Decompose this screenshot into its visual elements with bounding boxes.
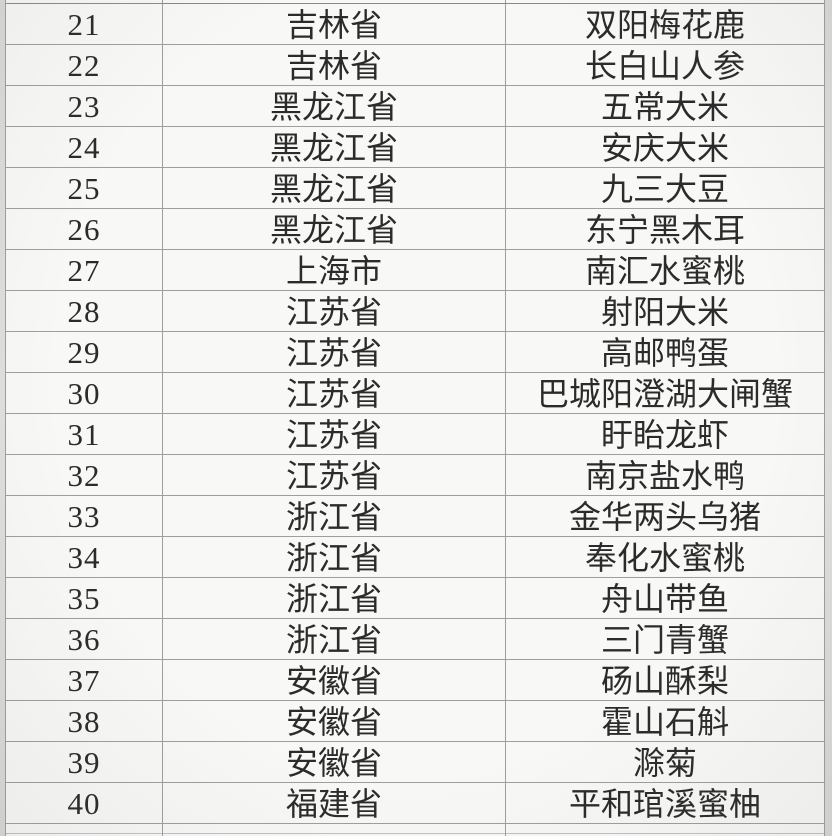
rank-cell: 27: [6, 250, 163, 290]
province-cell: 江苏省: [163, 414, 506, 454]
specialty-table: 21 吉林省 双阳梅花鹿 22 吉林省 长白山人参 23 黑龙江省 五常大米: [5, 0, 825, 836]
rank-cell: 32: [6, 455, 163, 495]
province-cell: 江苏省: [163, 373, 506, 413]
province-cell: 福建省: [163, 783, 506, 823]
rank-cell: 35: [6, 578, 163, 618]
table-row: 31 江苏省 盱眙龙虾: [6, 414, 824, 455]
rank-cell: 21: [6, 4, 163, 44]
table-row: 39 安徽省 滁菊: [6, 742, 824, 783]
table-row: 23 黑龙江省 五常大米: [6, 86, 824, 127]
partial-cell: [6, 0, 163, 3]
table-row: 34 浙江省 奉化水蜜桃: [6, 537, 824, 578]
table-row: 29 江苏省 高邮鸭蛋: [6, 332, 824, 373]
table-row: 26 黑龙江省 东宁黑木耳: [6, 209, 824, 250]
partial-row-bottom: [6, 824, 824, 836]
table-row: 30 江苏省 巴城阳澄湖大闸蟹: [6, 373, 824, 414]
province-cell: 黑龙江省: [163, 86, 506, 126]
province-cell: 安徽省: [163, 701, 506, 741]
table-row: 36 浙江省 三门青蟹: [6, 619, 824, 660]
province-cell: 浙江省: [163, 578, 506, 618]
table-row: 33 浙江省 金华两头乌猪: [6, 496, 824, 537]
province-cell: 浙江省: [163, 537, 506, 577]
product-cell: 滁菊: [632, 744, 697, 781]
product-cell: 双阳梅花鹿: [584, 6, 745, 43]
rank-cell: 26: [6, 209, 163, 249]
product-cell: 东宁黑木耳: [584, 211, 745, 248]
table-row: 21 吉林省 双阳梅花鹿: [6, 4, 824, 45]
rank-cell: 38: [6, 701, 163, 741]
product-cell: 南京盐水鸭: [584, 457, 745, 494]
product-cell: 金华两头乌猪: [568, 498, 761, 535]
partial-row-top: [6, 0, 824, 4]
partial-cell: [6, 824, 163, 836]
province-cell: 黑龙江省: [163, 127, 506, 167]
province-cell: 江苏省: [163, 291, 506, 331]
table-row: 28 江苏省 射阳大米: [6, 291, 824, 332]
table-row: 25 黑龙江省 九三大豆: [6, 168, 824, 209]
partial-cell: [506, 0, 824, 3]
province-cell: 黑龙江省: [163, 209, 506, 249]
rank-cell: 33: [6, 496, 163, 536]
province-cell: 吉林省: [163, 4, 506, 44]
product-cell: 三门青蟹: [600, 621, 729, 658]
table-row: 32 江苏省 南京盐水鸭: [6, 455, 824, 496]
product-cell: 安庆大米: [600, 129, 729, 166]
table-row: 35 浙江省 舟山带鱼: [6, 578, 824, 619]
product-cell: 巴城阳澄湖大闸蟹: [536, 375, 793, 412]
province-cell: 安徽省: [163, 660, 506, 700]
table-row: 24 黑龙江省 安庆大米: [6, 127, 824, 168]
province-cell: 江苏省: [163, 455, 506, 495]
product-cell: 霍山石斛: [600, 703, 729, 740]
table-row: 22 吉林省 长白山人参: [6, 45, 824, 86]
product-cell: 舟山带鱼: [600, 580, 729, 617]
table-row: 37 安徽省 砀山酥梨: [6, 660, 824, 701]
rank-cell: 25: [6, 168, 163, 208]
province-cell: 安徽省: [163, 742, 506, 782]
product-cell: 南汇水蜜桃: [584, 252, 745, 289]
partial-cell: [506, 824, 824, 836]
province-cell: 浙江省: [163, 619, 506, 659]
product-cell: 射阳大米: [600, 293, 729, 330]
rank-cell: 23: [6, 86, 163, 126]
rank-cell: 37: [6, 660, 163, 700]
product-cell: 盱眙龙虾: [600, 416, 729, 453]
product-cell: 长白山人参: [584, 47, 745, 84]
table-row: 38 安徽省 霍山石斛: [6, 701, 824, 742]
rank-cell: 30: [6, 373, 163, 413]
rank-cell: 22: [6, 45, 163, 85]
province-cell: 上海市: [163, 250, 506, 290]
rank-cell: 36: [6, 619, 163, 659]
table-body: 21 吉林省 双阳梅花鹿 22 吉林省 长白山人参 23 黑龙江省 五常大米: [6, 4, 824, 824]
product-cell: 高邮鸭蛋: [600, 334, 729, 371]
province-cell: 江苏省: [163, 332, 506, 372]
rank-cell: 29: [6, 332, 163, 372]
province-cell: 浙江省: [163, 496, 506, 536]
product-cell: 平和琯溪蜜柚: [568, 785, 761, 822]
rank-cell: 28: [6, 291, 163, 331]
rank-cell: 39: [6, 742, 163, 782]
product-cell: 五常大米: [600, 88, 729, 125]
rank-cell: 31: [6, 414, 163, 454]
partial-cell: [163, 0, 506, 3]
table-row: 27 上海市 南汇水蜜桃: [6, 250, 824, 291]
product-cell: 九三大豆: [600, 170, 729, 207]
rank-cell: 40: [6, 783, 163, 823]
partial-cell: [163, 824, 506, 836]
table-row: 40 福建省 平和琯溪蜜柚: [6, 783, 824, 824]
province-cell: 黑龙江省: [163, 168, 506, 208]
rank-cell: 24: [6, 127, 163, 167]
product-cell: 砀山酥梨: [600, 662, 729, 699]
rank-cell: 34: [6, 537, 163, 577]
province-cell: 吉林省: [163, 45, 506, 85]
product-cell: 奉化水蜜桃: [584, 539, 745, 576]
